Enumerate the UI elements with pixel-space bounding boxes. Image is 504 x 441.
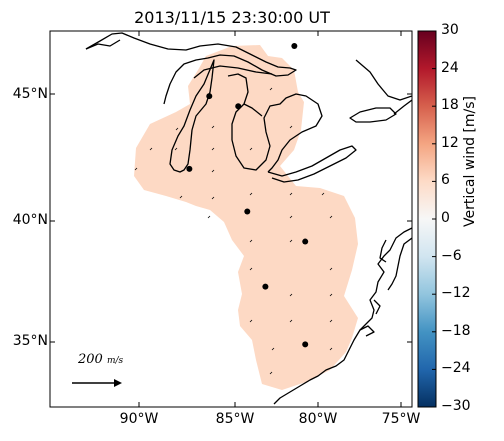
scale-arrow-icon <box>72 379 122 387</box>
scale-arrow-label: 200 m/s <box>78 352 124 367</box>
colorbar-tick-label: 18 <box>441 97 459 113</box>
lat-label-40: 40°N <box>12 212 48 228</box>
lon-label-85w: 85°W <box>215 411 255 427</box>
colorbar-ticks <box>432 30 436 408</box>
colorbar-tick-label: −6 <box>441 248 462 264</box>
map-frame <box>49 30 413 408</box>
lon-label-90w: 90°W <box>119 411 159 427</box>
colorbar-tick-label: 6 <box>441 172 450 188</box>
station-marker <box>206 93 213 100</box>
coastlines <box>85 32 412 405</box>
vertical-wind-field <box>134 45 358 390</box>
station-markers <box>186 43 309 348</box>
colorbar-label: Vertical wind [m/s] <box>462 96 478 227</box>
station-marker <box>291 43 298 50</box>
lat-label-45: 45°N <box>12 86 48 102</box>
station-marker <box>302 238 309 245</box>
colorbar-tick-label: −30 <box>441 398 471 414</box>
lat-label-35: 35°N <box>12 333 48 349</box>
colorbar-tick-label: 0 <box>441 210 450 226</box>
wind-vector-ticks <box>134 87 333 375</box>
map-title: 2013/11/15 23:30:00 UT <box>134 8 330 27</box>
colorbar-tick-label: −12 <box>441 285 471 301</box>
station-marker <box>262 283 269 290</box>
station-marker <box>244 208 251 215</box>
station-marker <box>235 103 242 110</box>
colorbar-tick-label: 30 <box>441 22 459 38</box>
station-marker <box>302 341 309 348</box>
axis-ticks <box>50 31 412 407</box>
colorbar-tick-label: 12 <box>441 135 459 151</box>
colorbar-tick-label: −18 <box>441 323 471 339</box>
lon-label-80w: 80°W <box>298 411 338 427</box>
colorbar-tick-label: 24 <box>441 60 459 76</box>
colorbar-tick-label: −24 <box>441 360 471 376</box>
lon-label-75w: 75°W <box>381 411 421 427</box>
station-marker <box>186 165 193 172</box>
